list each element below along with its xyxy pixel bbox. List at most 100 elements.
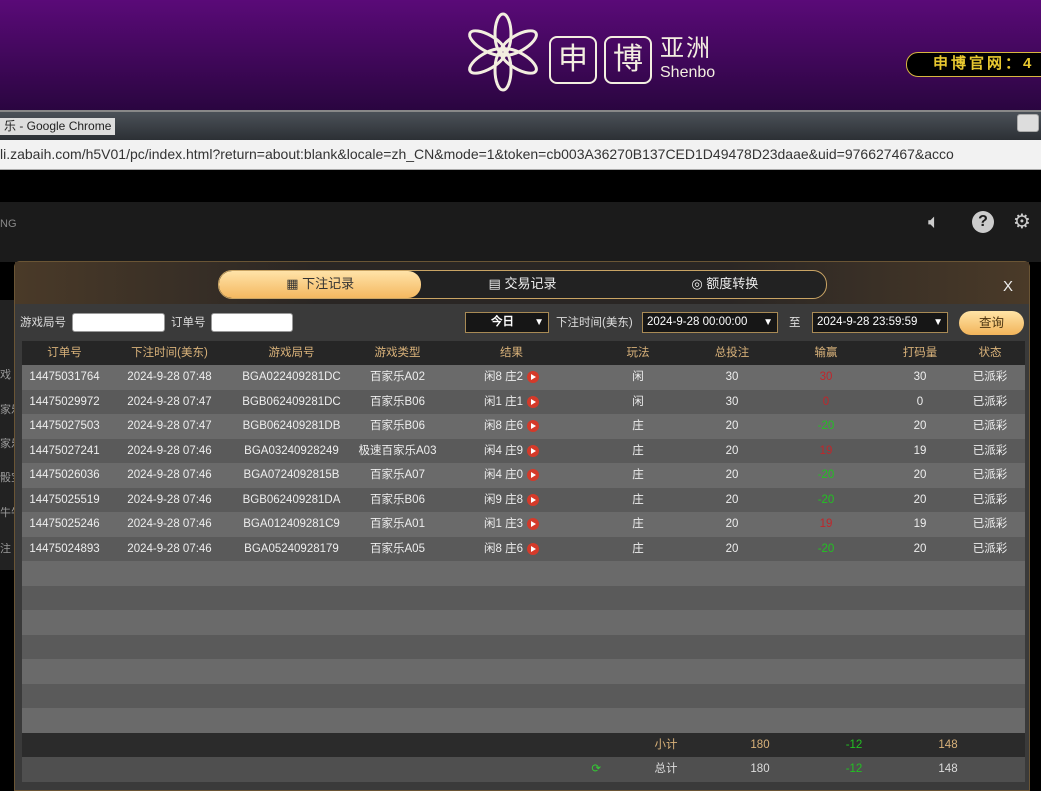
cell-text: 2024-9-28 07:47	[127, 395, 212, 408]
cell-text: 19	[819, 444, 833, 457]
dropdown-arrow-icon: ▼	[763, 317, 773, 328]
cell-game-type: 百家乐A07	[351, 468, 444, 482]
close-button[interactable]: X	[1003, 278, 1014, 295]
cell-time: 2024-9-28 07:48	[107, 370, 232, 384]
play-replay-icon[interactable]	[527, 493, 539, 506]
refresh-icon[interactable]: ⟳	[591, 763, 601, 776]
play-replay-icon[interactable]	[527, 444, 539, 457]
to-date-select[interactable]: 2024-9-28 23:59:59 ▼	[812, 312, 948, 333]
total-label: 总计	[654, 763, 678, 776]
game-round-label: 游戏局号	[20, 317, 66, 329]
cell-win-loss: -20	[767, 468, 885, 482]
side-nav-item[interactable]: 家乐	[0, 438, 14, 450]
address-bar[interactable]: li.zabaih.com/h5V01/pc/index.html?return…	[0, 140, 1041, 170]
cell-text: 14475025246	[29, 518, 100, 531]
empty-row	[22, 659, 1025, 684]
cell-code-amount: 19	[885, 517, 955, 531]
game-header: NG 🔈︎ ? ⚙	[0, 202, 1041, 262]
column-header: 游戏类型	[374, 347, 421, 359]
play-replay-icon[interactable]	[527, 518, 539, 531]
logo-char-box: 博	[604, 36, 652, 84]
cell-text: 2024-9-28 07:46	[127, 542, 212, 555]
cell-result: 闲8 庄6	[444, 542, 579, 556]
cell-result: 闲8 庄2	[444, 370, 579, 384]
cell-bet-type: 庄	[579, 542, 697, 556]
cell-result: 闲4 庄9	[444, 444, 579, 458]
cell-text: 已派彩	[972, 542, 1008, 555]
cell-text: 30	[913, 371, 927, 384]
cell-round: BGA022409281DC	[232, 370, 351, 384]
cell-text: BGA022409281DC	[242, 371, 341, 384]
help-icon[interactable]: ?	[972, 211, 994, 233]
tab-transaction-records[interactable]: ▤ 交易记录	[421, 271, 623, 298]
cell-win-loss: 0	[767, 395, 885, 409]
side-nav-item[interactable]: 戏	[0, 369, 11, 381]
cell-status: 已派彩	[955, 395, 1025, 409]
tab-credit-transfer[interactable]: ◎ 额度转换	[624, 271, 826, 298]
logo-char-box: 申	[549, 36, 597, 84]
cell-text: 30	[725, 371, 739, 384]
column-header: 状态	[978, 347, 1002, 359]
window-title: 乐 - Google Chrome	[0, 118, 116, 135]
tab-bet-records[interactable]: ▦ 下注记录	[219, 271, 422, 298]
empty-row	[22, 610, 1025, 635]
side-nav-item[interactable]: 牛牛	[0, 507, 14, 519]
cell-time: 2024-9-28 07:46	[107, 444, 232, 458]
cell-text: 庄	[632, 518, 644, 531]
play-replay-icon[interactable]	[527, 371, 539, 384]
cell-text: BGA03240928249	[244, 444, 339, 457]
cell-text: 19	[913, 518, 927, 531]
play-replay-icon[interactable]	[527, 420, 539, 433]
cell-time: 2024-9-28 07:46	[107, 493, 232, 507]
cell-text: 已派彩	[972, 420, 1008, 433]
game-round-input[interactable]	[72, 313, 165, 332]
from-date-select[interactable]: 2024-9-28 00:00:00 ▼	[642, 312, 778, 333]
cell-round: BGB062409281DA	[232, 493, 351, 507]
query-button[interactable]: 查询	[959, 311, 1024, 335]
cell-text: 2024-9-28 07:46	[127, 493, 212, 506]
table-row: 14475027241 2024-9-28 07:46 BGA03240928249…	[22, 438, 1025, 463]
cell-text: 已派彩	[972, 444, 1008, 457]
from-date-value: 2024-9-28 00:00:00	[647, 316, 748, 328]
cell-text: 19	[913, 444, 927, 457]
cell-text: 20	[913, 420, 927, 433]
cell-text: 闲8 庄6	[484, 420, 523, 433]
url-text[interactable]: li.zabaih.com/h5V01/pc/index.html?return…	[0, 146, 954, 162]
cell-text: 20	[725, 444, 739, 457]
cell-text: 0	[822, 395, 830, 408]
cell-text: 百家乐A05	[370, 542, 425, 555]
period-value: 今日	[491, 316, 514, 328]
cell-text: 2024-9-28 07:46	[127, 469, 212, 482]
cell-bet-type: 庄	[579, 517, 697, 531]
cell-text: -20	[817, 469, 835, 482]
bet-records-table: 订单号 下注时间(美东) 游戏局号 游戏类型 结果 玩法 总投注 输赢 打码量 状态 144750…	[22, 341, 1025, 782]
cell-text: 已派彩	[972, 469, 1008, 482]
cell-text: 20	[913, 469, 927, 482]
minimize-button[interactable]	[1017, 114, 1039, 132]
cell-order: 14475029972	[22, 395, 107, 409]
cell-text: -20	[817, 420, 835, 433]
play-replay-icon[interactable]	[527, 395, 539, 408]
official-site-link[interactable]: 申博官网：4	[906, 52, 1041, 77]
cell-text: 闲9 庄8	[484, 493, 523, 506]
side-nav-item[interactable]: 家乐	[0, 404, 14, 416]
dropdown-arrow-icon: ▼	[534, 317, 544, 328]
order-input[interactable]	[211, 313, 293, 332]
side-nav-item[interactable]: 注	[0, 543, 11, 555]
period-select[interactable]: 今日 ▼	[465, 312, 549, 333]
table-row: 14475027503 2024-9-28 07:47 BGB062409281DB…	[22, 414, 1025, 439]
cell-code-amount: 20	[885, 468, 955, 482]
gear-icon[interactable]: ⚙	[1013, 211, 1031, 233]
side-nav-item[interactable]: 骰宝	[0, 472, 14, 484]
play-replay-icon[interactable]	[527, 469, 539, 482]
cell-order: 14475026036	[22, 468, 107, 482]
cell-total-bet: 30	[697, 370, 767, 384]
site-banner: 申 博 亚洲 Shenbo 申博官网：4	[0, 0, 1041, 110]
cell-game-type: 百家乐A05	[351, 542, 444, 556]
cell-text: 闲8 庄2	[484, 371, 523, 384]
play-replay-icon[interactable]	[527, 542, 539, 555]
brand-fragment: NG	[0, 218, 17, 230]
cell-text: 百家乐A02	[370, 371, 425, 384]
cell-text: 20	[725, 518, 739, 531]
speaker-icon[interactable]: 🔈︎	[928, 211, 940, 233]
